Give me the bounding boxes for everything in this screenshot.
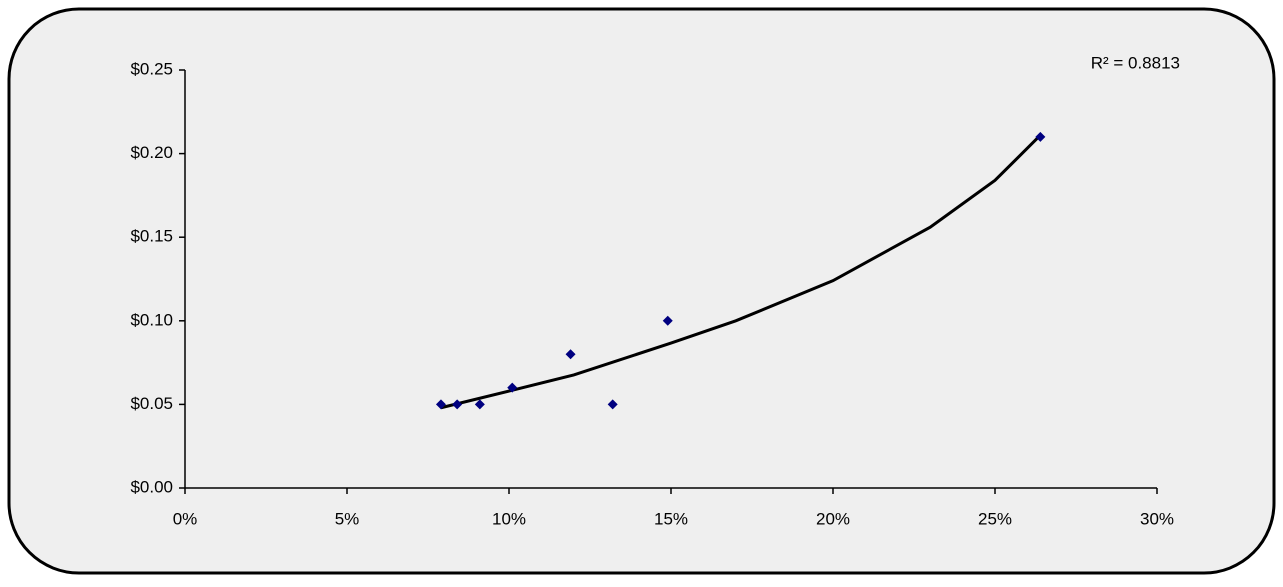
data-point [474, 399, 485, 410]
x-tick-label: 25% [978, 509, 1012, 528]
data-point [1035, 131, 1046, 142]
data-point [607, 399, 618, 410]
x-tick-label: 15% [654, 509, 688, 528]
y-tick-label: $0.05 [130, 394, 173, 413]
chart-frame [7, 7, 1276, 575]
x-tick-label: 0% [173, 509, 198, 528]
y-tick-label: $0.15 [130, 227, 173, 246]
data-point [507, 382, 518, 393]
data-point [662, 315, 673, 326]
x-tick-label: 10% [492, 509, 526, 528]
data-point [435, 399, 446, 410]
data-point [565, 349, 576, 360]
y-tick-label: $0.25 [130, 59, 173, 78]
y-tick-label: $0.20 [130, 143, 173, 162]
x-tick-label: 5% [335, 509, 360, 528]
y-tick-label: $0.00 [130, 477, 173, 496]
data-point [452, 399, 463, 410]
trendline [440, 134, 1042, 410]
x-tick-label: 20% [816, 509, 850, 528]
annotation: R² = 0.8813 [1091, 53, 1180, 72]
y-tick-label: $0.10 [130, 310, 173, 329]
x-tick-label: 30% [1140, 509, 1174, 528]
